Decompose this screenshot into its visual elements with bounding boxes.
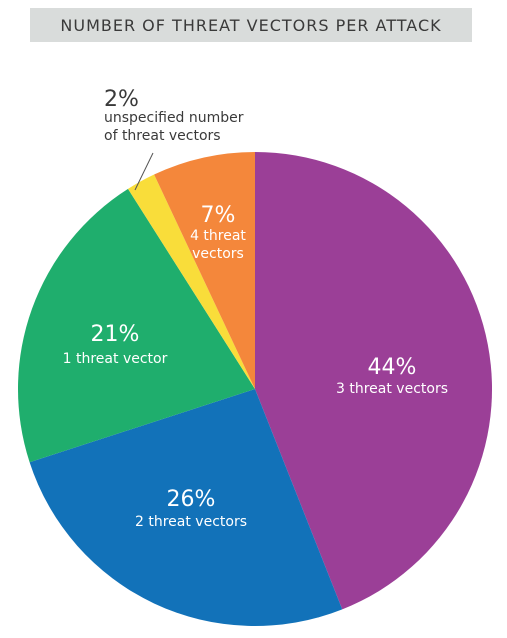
- pie-slices: [17, 152, 493, 627]
- chart-title-bar: NUMBER OF THREAT VECTORS PER ATTACK: [30, 8, 472, 42]
- slice-1-pct-label: 21%: [91, 322, 140, 347]
- pie-slice-4-threat-vectors: [154, 152, 255, 389]
- slice-unspecified-pct-label: 2%: [104, 87, 139, 112]
- slice-4-label-line2: vectors: [192, 246, 244, 262]
- pie-slice-unspecified: [128, 174, 255, 389]
- slice-4-label-line1: 4 threat: [190, 228, 246, 244]
- slice-3-label: 3 threat vectors: [336, 381, 448, 397]
- chart-title: NUMBER OF THREAT VECTORS PER ATTACK: [60, 15, 442, 35]
- slice-2-pct-label: 26%: [167, 487, 216, 512]
- slice-4-pct-label: 7%: [201, 203, 236, 228]
- pie-slice-3-threat-vectors: [255, 152, 493, 610]
- callout-line-unspecified: [134, 152, 154, 191]
- slice-1-label: 1 threat vector: [63, 351, 168, 367]
- pie-slice-1-threat-vector: [17, 188, 256, 463]
- pie-slice-2-threat-vectors: [29, 389, 343, 627]
- slice-unspecified-label-line2: of threat vectors: [104, 128, 221, 144]
- slice-3-pct-label: 44%: [368, 355, 417, 380]
- slice-unspecified-label-line1: unspecified number: [104, 110, 244, 126]
- slice-2-label: 2 threat vectors: [135, 514, 247, 530]
